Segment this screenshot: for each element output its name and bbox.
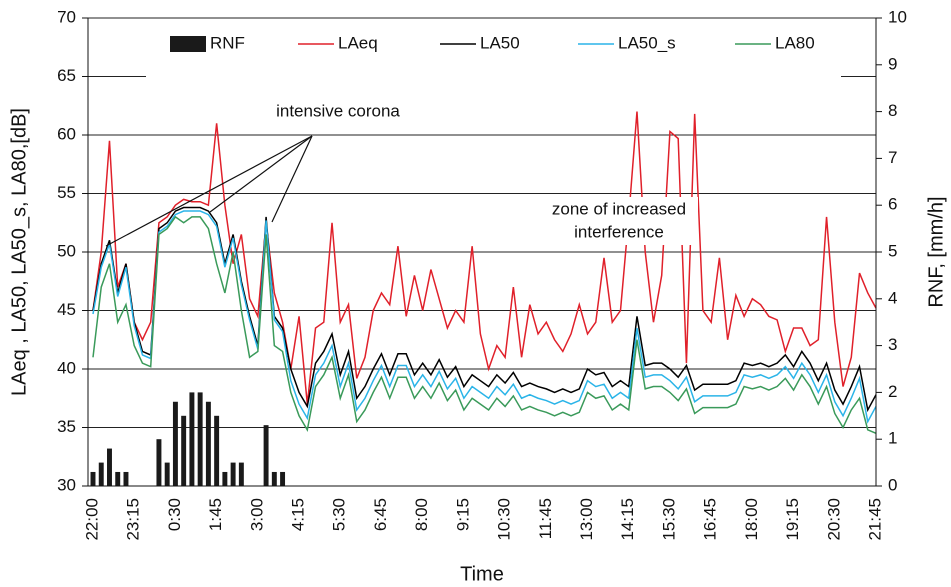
- y2-tick-label: 0: [888, 475, 897, 494]
- x-tick-label: 10:30: [495, 498, 514, 541]
- x-tick-label: 22:00: [82, 498, 101, 541]
- legend-label: RNF: [210, 33, 245, 52]
- annotation-arrow: [271, 135, 313, 223]
- x-tick-label: 16:45: [701, 498, 720, 541]
- y2-tick-label: 1: [888, 429, 897, 448]
- annotation-background: [540, 197, 698, 245]
- line: [92, 215, 877, 435]
- bar: [230, 462, 236, 486]
- y-tick-label: 60: [57, 124, 76, 143]
- y-axis-title: LAeq , LA50, LA50_s, LA80,[dB]: [8, 108, 30, 396]
- bar: [156, 439, 162, 486]
- x-tick-label: 13:00: [577, 498, 596, 541]
- bar: [164, 462, 170, 486]
- legend-background: [146, 22, 841, 82]
- y2-tick-label: 4: [888, 288, 897, 307]
- y2-tick-label: 2: [888, 382, 897, 401]
- bar: [205, 401, 211, 486]
- x-tick-label: 1:45: [206, 498, 225, 531]
- x-tick-label: 9:15: [453, 498, 472, 531]
- y-tick-label: 40: [57, 358, 76, 377]
- x-tick-label: 14:15: [618, 498, 637, 541]
- x-tick-label: 6:45: [371, 498, 390, 531]
- x-tick-label: 8:00: [412, 498, 431, 531]
- legend-item: LA50: [440, 33, 520, 52]
- bar: [98, 462, 104, 486]
- annotation: interference: [574, 222, 664, 241]
- bar: [90, 471, 96, 486]
- y-tick-label: 30: [57, 475, 76, 494]
- x-tick-label: 20:30: [824, 498, 843, 541]
- legend-item: LA50_s: [578, 33, 676, 52]
- x-tick-label: 11:45: [536, 498, 555, 539]
- bar: [271, 471, 277, 486]
- legend-label: LA80: [775, 33, 815, 52]
- x-tick-label: 0:30: [165, 498, 184, 531]
- annotation: zone of increased: [552, 199, 686, 218]
- marks: [90, 111, 877, 486]
- x-axis-title: Time: [460, 563, 504, 585]
- bar: [115, 471, 121, 486]
- x-tick-label: 5:30: [330, 498, 349, 531]
- y2-tick-label: 7: [888, 148, 897, 167]
- x-tick-label: 21:45: [865, 498, 884, 541]
- annotation-arrow: [209, 135, 313, 213]
- y-tick-label: 50: [57, 241, 76, 260]
- y2-tick-label: 10: [888, 7, 907, 26]
- x-tick-label: 18:00: [742, 498, 761, 541]
- x-tick-label: 4:15: [289, 498, 308, 531]
- x-tick-label: 19:15: [783, 498, 802, 541]
- x-tick-label: 3:00: [247, 498, 266, 531]
- y-tick-label: 35: [57, 417, 76, 436]
- y2-tick-label: 9: [888, 54, 897, 73]
- y2-tick-label: 3: [888, 335, 897, 354]
- legend-item: LA80: [735, 33, 815, 52]
- y2-tick-label: 8: [888, 101, 897, 120]
- x-tick-label: 15:30: [659, 498, 678, 541]
- legend-item: LAeq: [298, 33, 378, 52]
- bar: [189, 392, 195, 486]
- grid: [82, 17, 882, 487]
- legend-swatch: [170, 36, 206, 52]
- bar: [263, 425, 269, 486]
- bar: [238, 462, 244, 486]
- bar: [222, 471, 228, 486]
- bar: [197, 392, 203, 486]
- bar: [214, 415, 220, 486]
- bar: [172, 401, 178, 486]
- y-tick-label: 55: [57, 183, 76, 202]
- legend-label: LA50: [480, 33, 520, 52]
- y-tick-label: 45: [57, 300, 76, 319]
- bar: [107, 448, 112, 486]
- line: [92, 210, 877, 424]
- y2-tick-label: 5: [888, 241, 897, 260]
- legend-label: LAeq: [338, 33, 378, 52]
- bar: [280, 471, 286, 486]
- y-tick-label: 65: [57, 66, 76, 85]
- legend: RNF LAeq LA50 LA50_s LA80: [170, 33, 815, 52]
- annotation-arrow: [105, 135, 313, 247]
- bar: [181, 415, 187, 486]
- legend-item: RNF: [170, 33, 245, 52]
- x-tick-label: 23:15: [124, 498, 143, 541]
- legend-label: LA50_s: [618, 33, 676, 52]
- y2-tick-label: 6: [888, 195, 897, 214]
- line: [92, 111, 877, 405]
- annotation: intensive corona: [276, 101, 400, 120]
- y-tick-label: 70: [57, 7, 76, 26]
- y2-axis-title: RNF, [mm/h]: [925, 196, 947, 307]
- bar: [123, 471, 129, 486]
